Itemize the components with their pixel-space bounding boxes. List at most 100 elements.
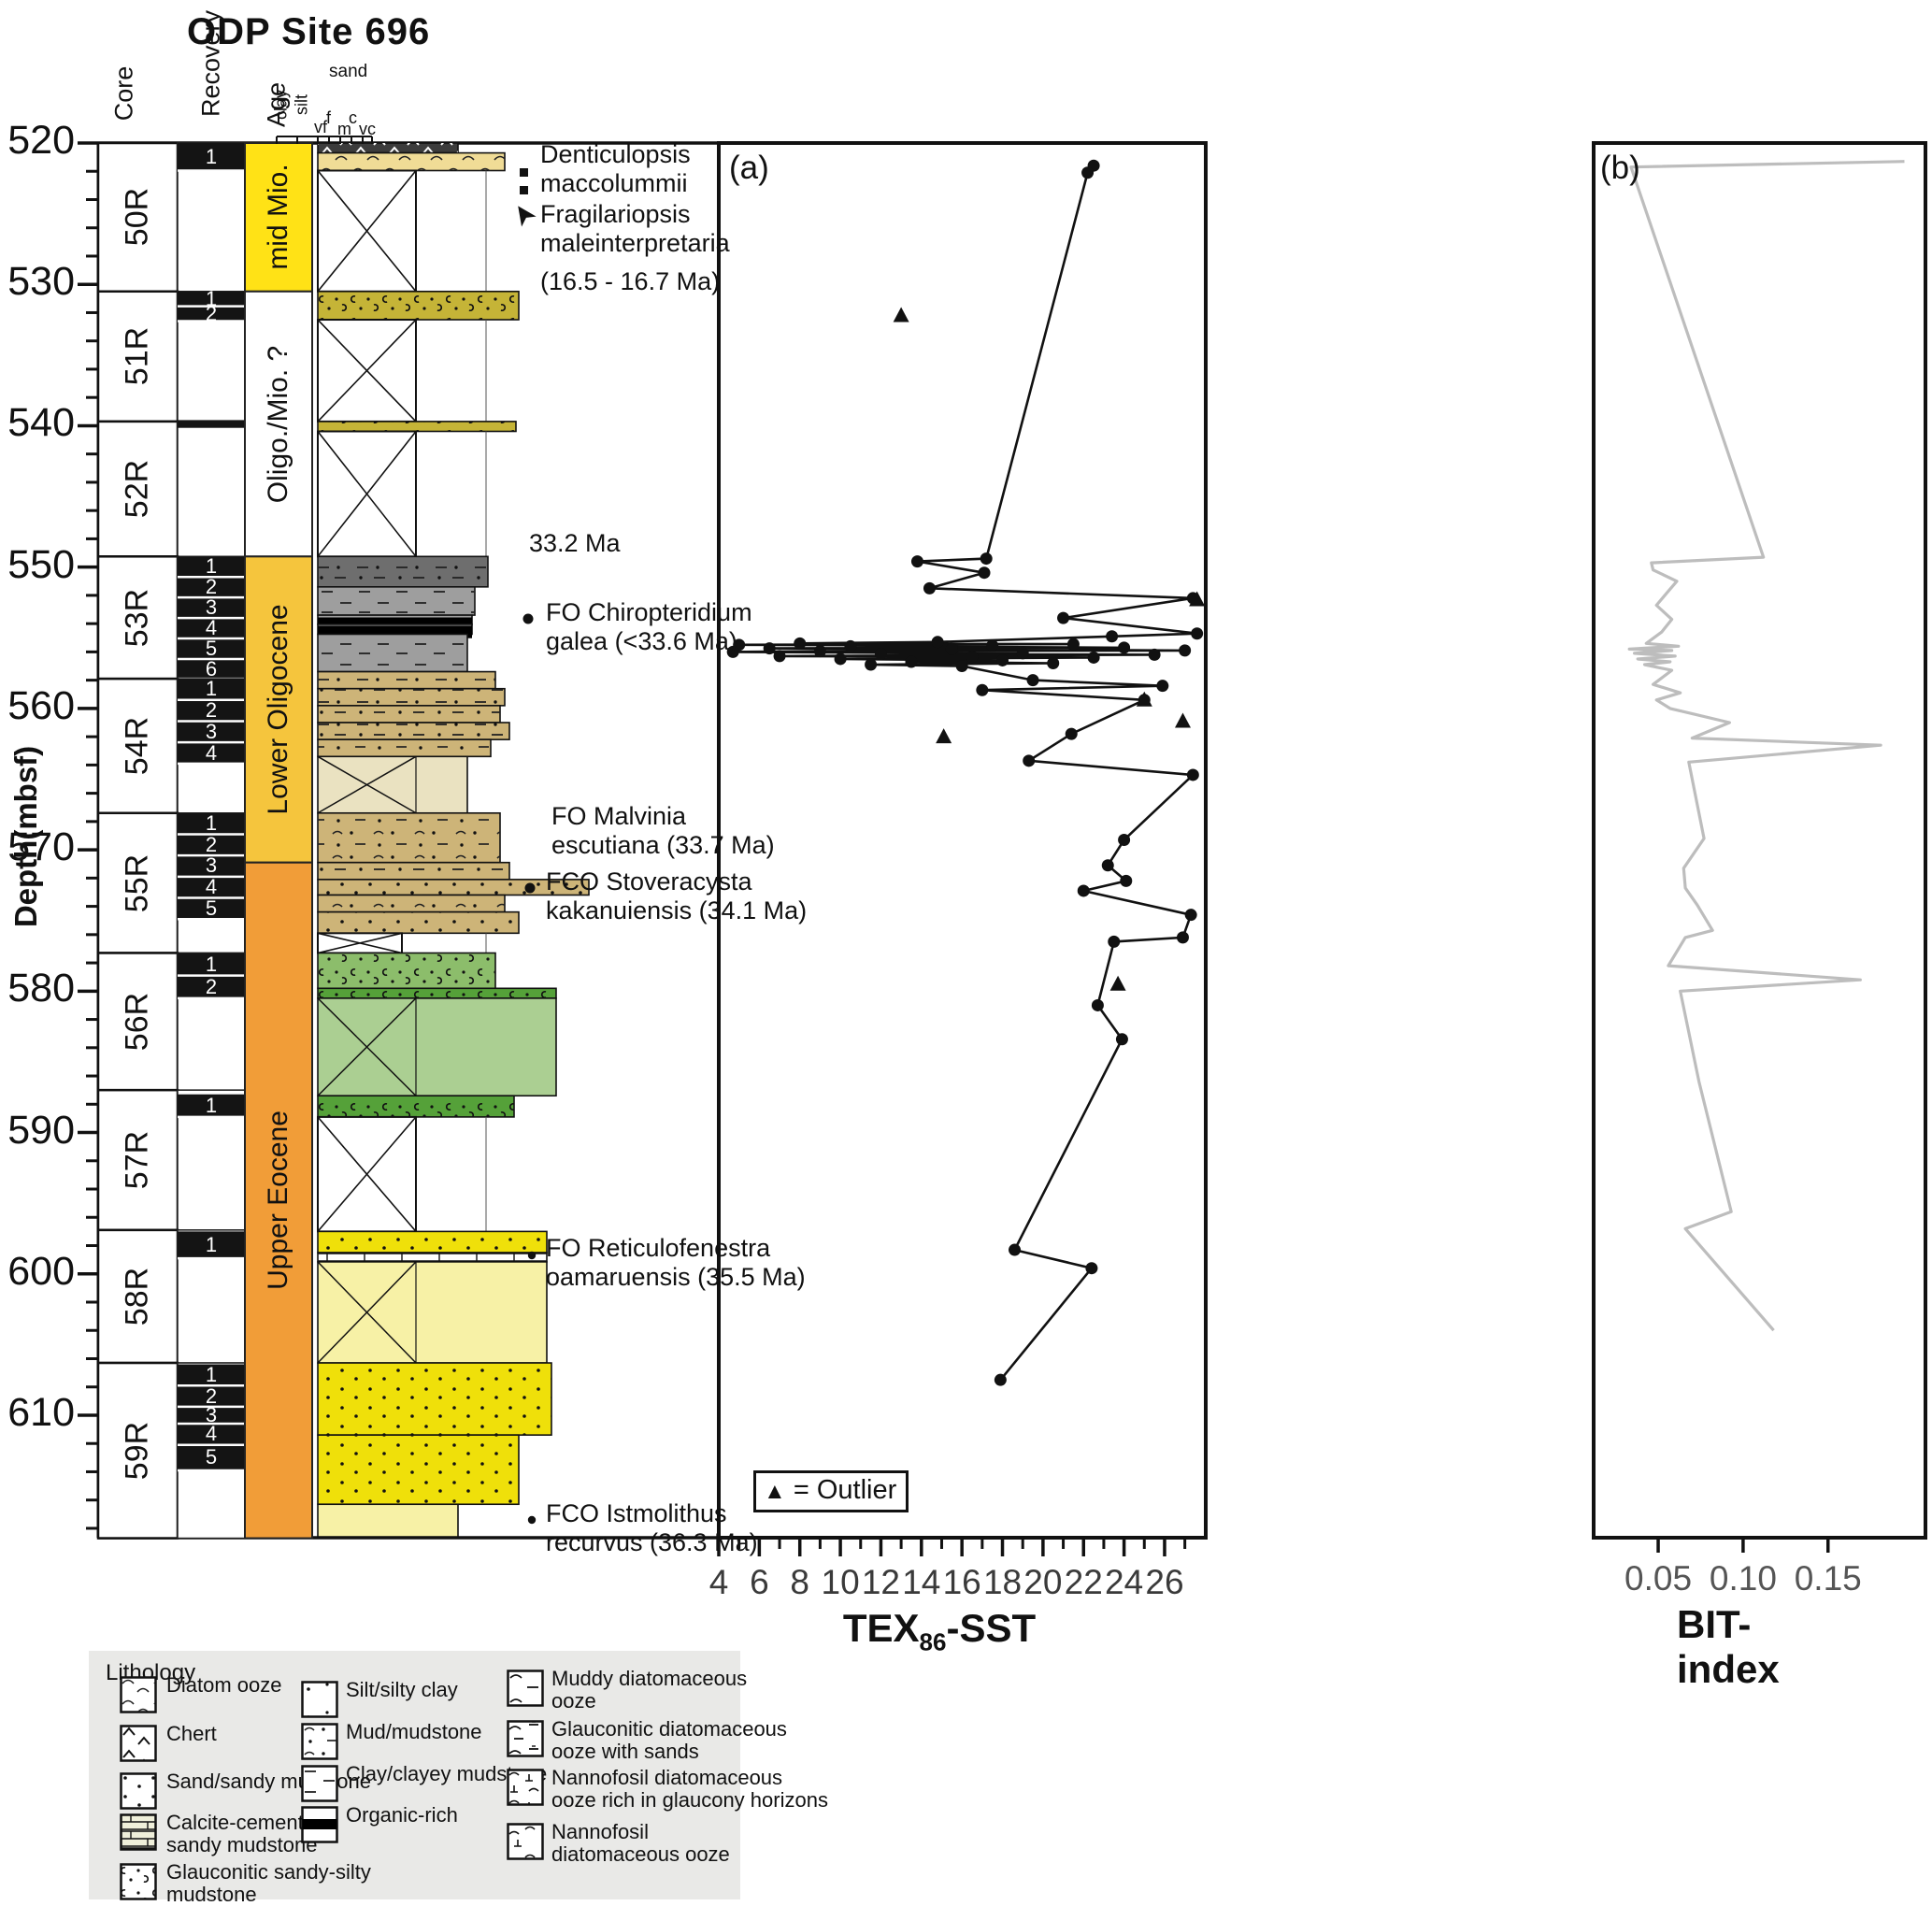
core-label-53R: 53R [119,588,155,647]
legend-item-line: Glauconitic diatomaceous [551,1717,787,1741]
core-label-57R: 57R [119,1130,155,1190]
tex-sst-point [773,650,786,663]
tex-sst-point [844,639,857,652]
square-marker-icon [520,168,528,177]
annotation-denticulopsis: Denticulopsis maccolummii [540,140,691,198]
tex-sst-point [1101,859,1114,872]
tex-sst-point [966,651,979,664]
grain-scale-sub-m: m [337,120,351,138]
lithology-pattern [318,812,500,863]
depth-tick-label: 550 [7,541,75,587]
depth-tick-label: 530 [7,259,75,305]
recovery-fill [178,143,245,171]
tex-sst-point [1023,754,1036,767]
lithology-layer [317,1503,459,1538]
tex-sst-point [910,555,923,568]
age-label: Upper Eocene [263,1111,293,1291]
tex-sst-point [1118,641,1131,654]
tex-outlier-triangle [1136,691,1152,707]
core-box [96,1361,179,1540]
lithology-pattern [318,1231,547,1254]
legend-item-label: Sand/sandy mudstone [166,1770,371,1793]
depth-tick-label: 520 [7,118,75,163]
tex-sst-point [1148,648,1161,661]
core-label-54R: 54R [119,716,155,776]
tex-sst-point [834,652,847,666]
annotation-bullet-icon [522,613,534,624]
legend-item-label: Silt/silty clay [346,1679,458,1701]
legend-item-label: Chert [166,1723,217,1745]
tex-tick-label: 8 [790,1563,810,1601]
legend-item-line: Silt/silty clay [346,1678,458,1701]
core-box [96,290,179,423]
tex-sst-point [945,642,958,655]
legend-item-line: Nannofosil diatomaceous [551,1766,783,1789]
annotation-line: FCO Stoveracysta [546,867,752,896]
legend-item-line: Glauconitic sandy-silty [166,1860,371,1884]
lithology-pattern [318,1253,547,1262]
annotation-line: maccolummii [540,169,688,197]
tex-sst-point [1085,1262,1098,1275]
legend-item-line: ooze rich in glaucony horizons [551,1788,828,1812]
tex-sst-point [996,653,1009,666]
tex-tick-label: 14 [902,1563,941,1601]
lithology-pattern [318,152,505,171]
tex-outlier-triangle [893,307,909,322]
tex-outlier-triangle [936,728,952,744]
annotation-bullet-icon [524,882,536,894]
tex-tick-label: 10 [821,1563,860,1601]
age-band [244,142,313,293]
legend-swatch-organicsw-icon [301,1806,338,1843]
legend-item-line: diatomaceous ooze [551,1842,730,1866]
legend-item-label: Glauconitic sandy-silty mudstone [166,1861,371,1906]
tex-sst-point [1179,644,1192,657]
tex-sst-point [994,1373,1007,1386]
lithology-pattern [318,1363,551,1436]
lithology-pattern [318,988,556,998]
section-number: 1 [205,952,218,976]
tex-sst-point [1108,935,1121,948]
tex-sst-point [865,658,878,671]
annotation-malvinia: FO Malvinia escutiana (33.7 Ma) [551,802,775,860]
tex-sst-point [1026,674,1039,687]
annotation-line: FO Chiropteridium [546,598,752,626]
annotation-line: FCO Istmolithus [546,1499,727,1527]
lithology-pattern [318,723,509,740]
section-number: 6 [205,656,218,681]
core-label-52R: 52R [119,459,155,519]
recovery-fill [178,420,245,428]
recovery-box [177,421,246,558]
tex-sst-point [1087,651,1100,664]
lithology-layer [317,755,468,814]
lithology-pattern [318,705,500,724]
legend-item-label: Muddy diatomaceous ooze [551,1668,747,1713]
legend-swatch-muddydiat-icon [507,1670,544,1707]
annotation-istmolithus: FCO Istmolithus recurvus (36.3 Ma) [546,1499,758,1557]
depth-tick-label: 590 [7,1107,75,1153]
section-number: 4 [205,1422,218,1446]
core-label-58R: 58R [119,1267,155,1326]
bit-tick-label: 0.15 [1794,1559,1862,1598]
tex-outlier-triangle [1109,975,1126,991]
legend-item-label: Glauconitic diatomaceous ooze with sands [551,1718,787,1763]
legend-item-line: ooze with sands [551,1740,699,1763]
core-label-55R: 55R [119,853,155,912]
tex-tick-label: 22 [1064,1563,1103,1601]
tex-sst-point [1118,834,1131,847]
core-box [96,141,179,294]
core-box [96,1088,179,1232]
lithology-pattern [318,586,475,616]
legend-item-line: mudstone [166,1883,257,1906]
tex-sst-point [931,636,944,649]
legend-item-label: Nannofosil diatomaceous ooze rich in glau… [551,1767,828,1812]
tex-axis-title: TEX86-SST [842,1606,1037,1656]
tex-sst-point [1065,727,1078,740]
annotation-fragilariopsis: Fragilariopsis maleinterpretaria [540,200,730,258]
figure-title: ODP Site 696 [187,11,431,52]
tex-tick-label: 20 [1023,1563,1063,1601]
tex-sst-point [905,655,918,668]
tex-sst-point [1120,874,1133,887]
legend-swatch-brickp-icon [120,1813,157,1851]
grain-scale-sub-vf: vf [314,118,328,136]
